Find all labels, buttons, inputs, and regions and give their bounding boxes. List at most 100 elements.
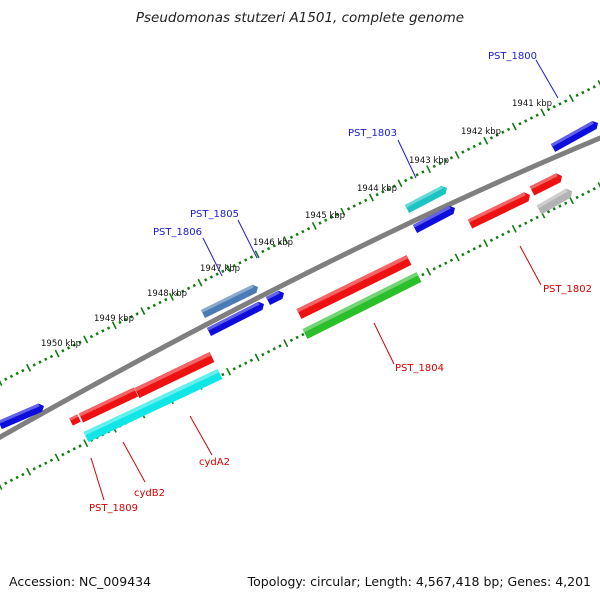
outer-tick-major [540,108,546,117]
gene-label-pst1805[interactable]: PST_1805 [190,209,239,220]
gene-pst1805-highlight [201,284,254,313]
gene-cydB2[interactable] [78,387,139,423]
outer-tick-major [368,193,374,202]
outer-tick-major [397,179,403,188]
gene-pst1805b[interactable] [265,290,284,306]
gene-pst1809-highlight [69,414,79,421]
inner-tick-major [226,367,232,376]
outer-tick-minor [192,283,196,288]
inner-tick-major [254,353,260,362]
gene-label-pst1809[interactable]: PST_1809 [89,503,138,514]
gene-pst1803b[interactable] [412,205,455,233]
gene-label-pst1804[interactable]: PST_1804 [395,363,444,374]
outer-tick-minor [32,363,36,367]
gene-pst1802-highlight [467,192,526,223]
gene-pst1805[interactable] [201,284,258,319]
gene-label-cydA2[interactable]: cydA2 [199,457,230,468]
outer-tick-minor [238,261,242,265]
outer-tick-major [26,363,32,372]
outer-tick-minor [546,107,551,112]
inner-tick-major [483,239,489,248]
outer-tick-minor [472,144,476,149]
inner-tick-minor [61,452,65,457]
outer-tick-minor [381,190,385,194]
inner-tick-minor [66,450,71,454]
outer-tick-minor [432,164,436,169]
inner-tick-minor [546,210,551,214]
scale-label-1944: 1944 kbp [357,184,397,194]
outer-tick-minor [158,300,162,305]
gene-pst1802b[interactable] [529,173,562,196]
inner-tick-minor [238,364,242,368]
outer-tick-minor [529,116,534,120]
inner-tick-minor [249,358,254,362]
outer-tick-minor [461,150,465,154]
gene-label-cydB2[interactable]: cydB2 [134,488,165,499]
outer-tick-minor [164,297,168,302]
gene-cydA2-red[interactable] [134,352,215,398]
outer-tick-major [426,165,432,174]
inner-tick-minor [478,244,482,248]
inner-tick-minor [295,335,299,340]
outer-tick-minor [409,175,414,180]
scale-labels: 1941 kbp 1942 kbp 1943 kbp 1944 kbp 1945… [41,99,552,349]
outer-tick-minor [4,377,8,381]
outer-tick-minor [78,340,82,344]
gene-label-pst1803[interactable]: PST_1803 [348,128,397,139]
gene-label-pst1800[interactable]: PST_1800 [488,51,537,62]
outer-tick-minor [592,85,596,89]
outer-tick-minor [415,173,419,177]
inner-tick-minor [432,267,436,271]
inner-tick-minor [221,372,225,377]
outer-tick-minor [175,292,179,296]
gene-pst1806[interactable] [206,301,264,337]
outer-tick-minor [124,317,128,322]
inner-tick-minor [15,475,19,480]
outer-tick-major [254,250,260,259]
inner-tick-minor [44,461,48,465]
inner-tick-minor [289,338,294,342]
outer-tick-minor [89,334,94,339]
outer-tick-minor [392,184,396,188]
outer-tick-minor [495,133,499,137]
inner-tick-minor [529,218,534,222]
gene-gray[interactable] [536,188,572,215]
inner-tick-minor [501,232,505,237]
inner-tick-minor [272,347,276,351]
inner-tick-major [454,253,460,262]
outer-tick-minor [146,306,151,310]
gene-pst1804-highlight [302,272,419,333]
outer-tick-minor [324,218,328,222]
outer-tick-major [83,335,89,344]
outer-tick-minor [386,187,391,191]
outer-tick-minor [478,141,482,146]
inner-tick-minor [21,472,25,477]
outer-tick-minor [118,320,122,325]
gene-left-blue[interactable] [0,403,44,430]
gene-pst1800-highlight [550,121,594,147]
inner-tick-minor [495,235,499,240]
outer-tick-major [283,236,289,245]
outer-tick-minor [289,235,294,239]
outer-tick-minor [301,229,305,234]
outer-tick-minor [204,278,208,282]
gene-label-pst1806[interactable]: PST_1806 [153,227,202,238]
inner-tick-minor [438,264,442,268]
gene-pst1803[interactable] [404,185,447,213]
gene-pst1800[interactable] [550,121,598,152]
gene-cydA2-red-highlight [134,352,212,392]
gene-label-pst1802[interactable]: PST_1802 [543,284,592,295]
outer-tick-major [454,151,460,159]
gene-pst1804[interactable] [302,272,422,339]
gene-pst1804-red[interactable] [296,255,412,319]
inner-tick-minor [575,195,579,200]
outer-tick-minor [186,286,191,291]
leader-pst1803 [397,139,417,179]
gene-cydB2-highlight [78,387,136,417]
inner-tick-major [511,224,517,233]
gene-pst1803b-highlight [412,205,451,228]
gene-pst1802[interactable] [467,192,530,229]
gene-cydA2[interactable] [83,369,223,442]
outer-tick-minor [209,275,214,279]
